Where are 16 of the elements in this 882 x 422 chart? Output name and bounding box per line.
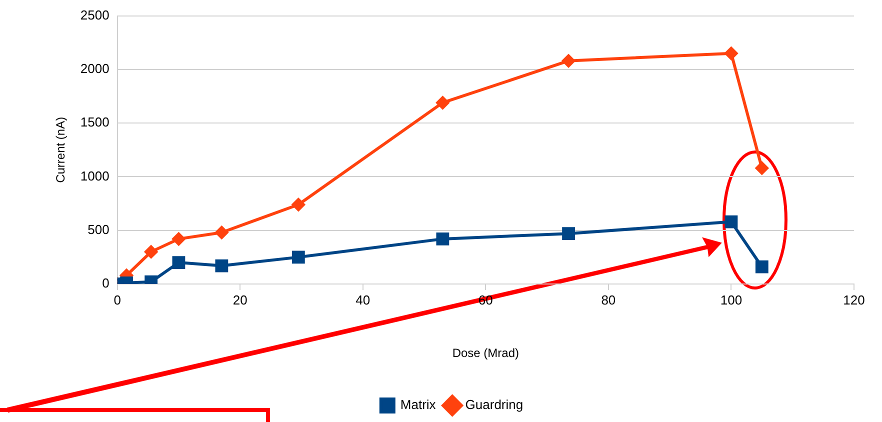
y-tick-label: 0 (102, 276, 110, 291)
x-tick-label: 20 (232, 292, 248, 308)
y-tick-label: 2000 (80, 61, 110, 76)
y-tick-label: 1500 (80, 114, 110, 130)
x-tick-label: 100 (720, 292, 742, 308)
y-tick-label: 2500 (80, 7, 110, 22)
legend-label: Matrix (400, 397, 436, 412)
y-tick-label: 1000 (80, 168, 110, 184)
legend-label: Guardring (465, 397, 524, 412)
x-tick-label: 80 (601, 292, 616, 308)
y-axis-title: Current (nA) (54, 116, 68, 183)
y-tick-label: 500 (88, 222, 110, 237)
x-tick-label: 40 (356, 292, 370, 308)
x-axis-title: Dose (Mrad) (452, 346, 520, 360)
x-tick-label: 120 (843, 292, 865, 308)
x-tick-label: 0 (114, 292, 121, 308)
